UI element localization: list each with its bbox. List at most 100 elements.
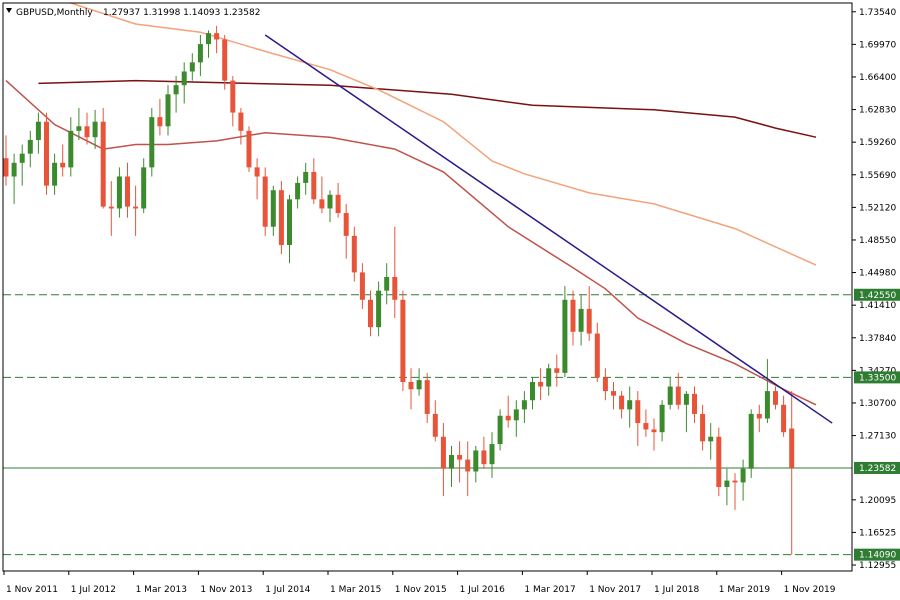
candle-0[interactable] bbox=[3, 135, 9, 186]
candle-40[interactable] bbox=[327, 190, 333, 223]
candle-11[interactable] bbox=[92, 109, 98, 150]
candle-90[interactable] bbox=[732, 473, 738, 510]
candle-95[interactable] bbox=[773, 386, 778, 410]
candle-12[interactable] bbox=[100, 108, 106, 209]
candle-82[interactable] bbox=[667, 377, 673, 410]
candle-46[interactable] bbox=[376, 281, 382, 337]
candle-6[interactable] bbox=[52, 153, 58, 195]
candle-61[interactable] bbox=[497, 409, 503, 451]
candle-3[interactable] bbox=[27, 130, 33, 168]
candle-17[interactable] bbox=[141, 158, 147, 214]
candle-44[interactable] bbox=[359, 263, 365, 309]
candle-84[interactable] bbox=[683, 391, 689, 433]
candle-50[interactable] bbox=[408, 368, 414, 410]
candle-45[interactable] bbox=[368, 290, 373, 337]
candle-38[interactable] bbox=[311, 158, 317, 204]
candle-47[interactable] bbox=[384, 263, 390, 305]
candle-4[interactable] bbox=[35, 112, 41, 154]
candle-52[interactable] bbox=[424, 372, 430, 424]
candle-7[interactable] bbox=[60, 144, 66, 177]
candle-80[interactable] bbox=[651, 418, 657, 451]
candle-87[interactable] bbox=[708, 423, 714, 460]
candle-36[interactable] bbox=[295, 176, 301, 209]
candle-53[interactable] bbox=[432, 400, 438, 442]
candle-48[interactable] bbox=[392, 226, 398, 319]
candle-9[interactable] bbox=[76, 108, 82, 140]
candle-1[interactable] bbox=[11, 153, 17, 204]
candle-31[interactable] bbox=[254, 158, 260, 200]
candle-68[interactable] bbox=[554, 354, 560, 387]
candle-27[interactable] bbox=[222, 34, 228, 90]
candle-28[interactable] bbox=[230, 76, 236, 127]
candle-5[interactable] bbox=[44, 112, 49, 195]
candle-96[interactable] bbox=[781, 395, 787, 437]
candle-42[interactable] bbox=[343, 203, 349, 259]
candle-43[interactable] bbox=[351, 226, 357, 282]
candle-8[interactable] bbox=[68, 117, 74, 177]
candle-15[interactable] bbox=[125, 162, 130, 218]
candle-23[interactable] bbox=[189, 53, 195, 81]
candle-73[interactable] bbox=[594, 322, 600, 382]
candle-58[interactable] bbox=[473, 445, 479, 483]
candle-63[interactable] bbox=[513, 400, 519, 437]
candle-21[interactable] bbox=[173, 76, 179, 113]
candle-75[interactable] bbox=[611, 381, 616, 410]
candle-65[interactable] bbox=[530, 377, 535, 410]
caret-down-icon[interactable] bbox=[6, 8, 12, 13]
candle-20[interactable] bbox=[165, 85, 171, 136]
candle-34[interactable] bbox=[278, 181, 284, 255]
candle-14[interactable] bbox=[116, 167, 122, 218]
candle-92[interactable] bbox=[748, 409, 754, 478]
candle-51[interactable] bbox=[416, 368, 422, 396]
candle-89[interactable] bbox=[724, 468, 730, 506]
candle-88[interactable] bbox=[716, 427, 722, 497]
candle-19[interactable] bbox=[157, 98, 163, 136]
candle-64[interactable] bbox=[521, 391, 527, 424]
candle-29[interactable] bbox=[238, 108, 244, 145]
candle-62[interactable] bbox=[505, 395, 511, 428]
candle-79[interactable] bbox=[643, 409, 649, 437]
candle-33[interactable] bbox=[270, 185, 276, 236]
candle-39[interactable] bbox=[319, 176, 325, 214]
candle-81[interactable] bbox=[659, 400, 665, 442]
candle-91[interactable] bbox=[740, 459, 746, 501]
candle-16[interactable] bbox=[133, 185, 139, 236]
candle-30[interactable] bbox=[246, 126, 252, 172]
candle-24[interactable] bbox=[197, 34, 203, 77]
candle-22[interactable] bbox=[181, 62, 187, 104]
candle-2[interactable] bbox=[19, 144, 25, 186]
candle-71[interactable] bbox=[578, 295, 584, 346]
candle-10[interactable] bbox=[84, 112, 90, 145]
candle-74[interactable] bbox=[602, 368, 608, 401]
candle-66[interactable] bbox=[538, 368, 544, 401]
candle-86[interactable] bbox=[700, 404, 706, 451]
candle-57[interactable] bbox=[465, 441, 471, 497]
candle-85[interactable] bbox=[692, 386, 697, 424]
candle-49[interactable] bbox=[400, 290, 406, 392]
candle-60[interactable] bbox=[489, 432, 495, 478]
candle-18[interactable] bbox=[149, 108, 155, 177]
candle-78[interactable] bbox=[635, 391, 641, 446]
candle-59[interactable] bbox=[481, 436, 487, 469]
candles[interactable] bbox=[3, 25, 795, 555]
candle-76[interactable] bbox=[619, 391, 625, 419]
candle-67[interactable] bbox=[546, 363, 552, 396]
candle-70[interactable] bbox=[570, 290, 576, 346]
candle-93[interactable] bbox=[756, 404, 762, 433]
candle-94[interactable] bbox=[764, 359, 770, 424]
candle-56[interactable] bbox=[457, 441, 463, 483]
candle-13[interactable] bbox=[108, 181, 114, 236]
candle-72[interactable] bbox=[586, 286, 592, 341]
candle-83[interactable] bbox=[675, 372, 681, 410]
candle-69[interactable] bbox=[562, 286, 568, 378]
trendline[interactable] bbox=[264, 34, 833, 424]
candle-41[interactable] bbox=[335, 182, 341, 218]
candle-54[interactable] bbox=[440, 423, 446, 497]
candle-26[interactable] bbox=[214, 25, 220, 54]
candle-37[interactable] bbox=[303, 162, 309, 195]
candle-25[interactable] bbox=[206, 30, 211, 58]
candle-32[interactable] bbox=[262, 167, 268, 236]
candle-35[interactable] bbox=[287, 194, 292, 264]
candle-77[interactable] bbox=[627, 386, 633, 428]
